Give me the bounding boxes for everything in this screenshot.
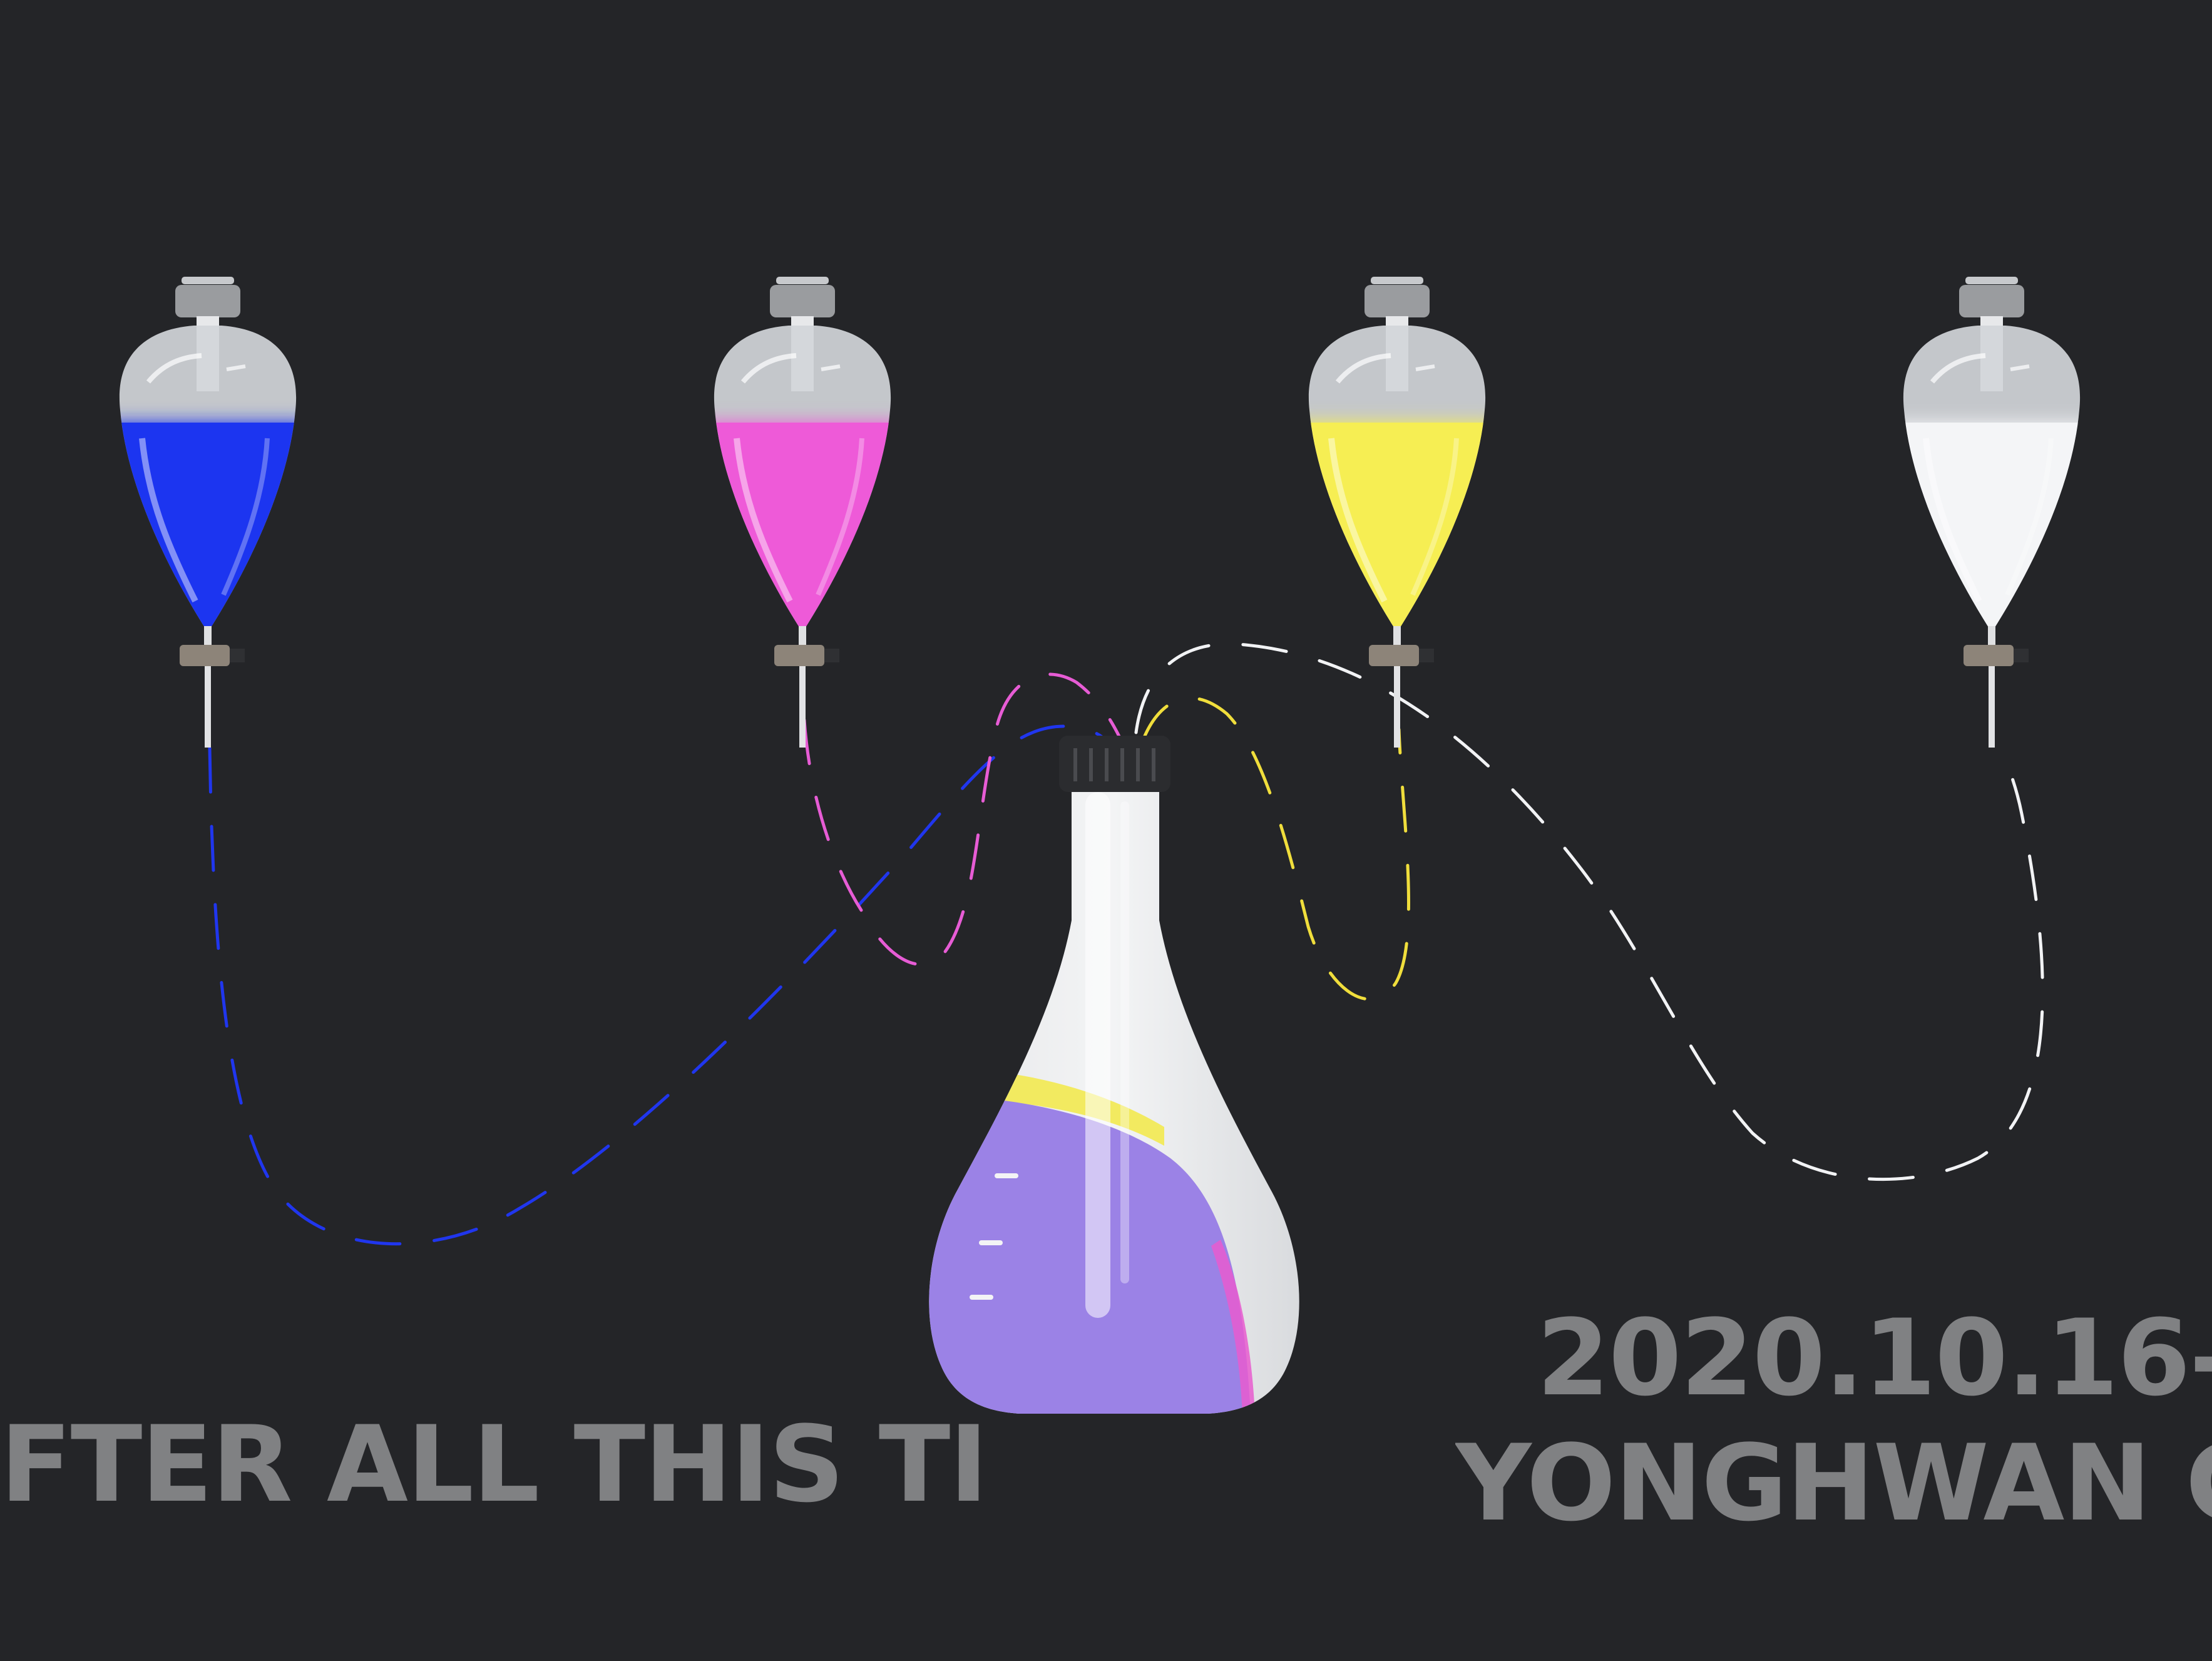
funnel-white: [1903, 277, 2081, 748]
pink-tube: [802, 672, 1122, 966]
funnel-stopcock: [180, 645, 230, 666]
white-tube: [1134, 642, 2044, 1181]
funnel-stopper: [1365, 285, 1430, 317]
funnel-stopcock: [774, 645, 824, 666]
funnel-stopper-rim: [1965, 277, 2018, 284]
funnel-yellow: [1308, 277, 1486, 748]
exhibition-title: FTER ALL THIS TIME: [0, 1412, 989, 1517]
funnel-stopper: [770, 285, 835, 317]
funnel-stopper: [1959, 285, 2024, 317]
funnel-stem: [1989, 666, 1995, 748]
funnel-stopper: [175, 285, 240, 317]
funnel-stem: [1394, 666, 1400, 748]
blue-tube: [208, 724, 1110, 1246]
funnel-stem: [799, 666, 806, 748]
funnel-pink: [714, 277, 891, 748]
flask-graduations: [970, 1173, 1018, 1300]
exhibition-dates: 2020.10.16-12: [1537, 1305, 2212, 1411]
funnel-blue: [119, 277, 297, 748]
funnel-stem: [205, 666, 211, 748]
funnel-stopcock: [1369, 645, 1419, 666]
funnel-stopper-rim: [182, 277, 234, 284]
funnel-stopcock: [1964, 645, 2014, 666]
funnel-stopper-rim: [776, 277, 829, 284]
yellow-tube: [1140, 696, 1410, 1001]
flask-liquid: [929, 1095, 1252, 1414]
flask-cap: [1059, 736, 1170, 792]
artist-name: YONGHWAN CH: [1455, 1431, 2212, 1536]
funnel-stopper-rim: [1371, 277, 1423, 284]
flask-pink-edge: [1211, 1240, 1255, 1414]
erlenmeyer-flask: [929, 736, 1299, 1414]
